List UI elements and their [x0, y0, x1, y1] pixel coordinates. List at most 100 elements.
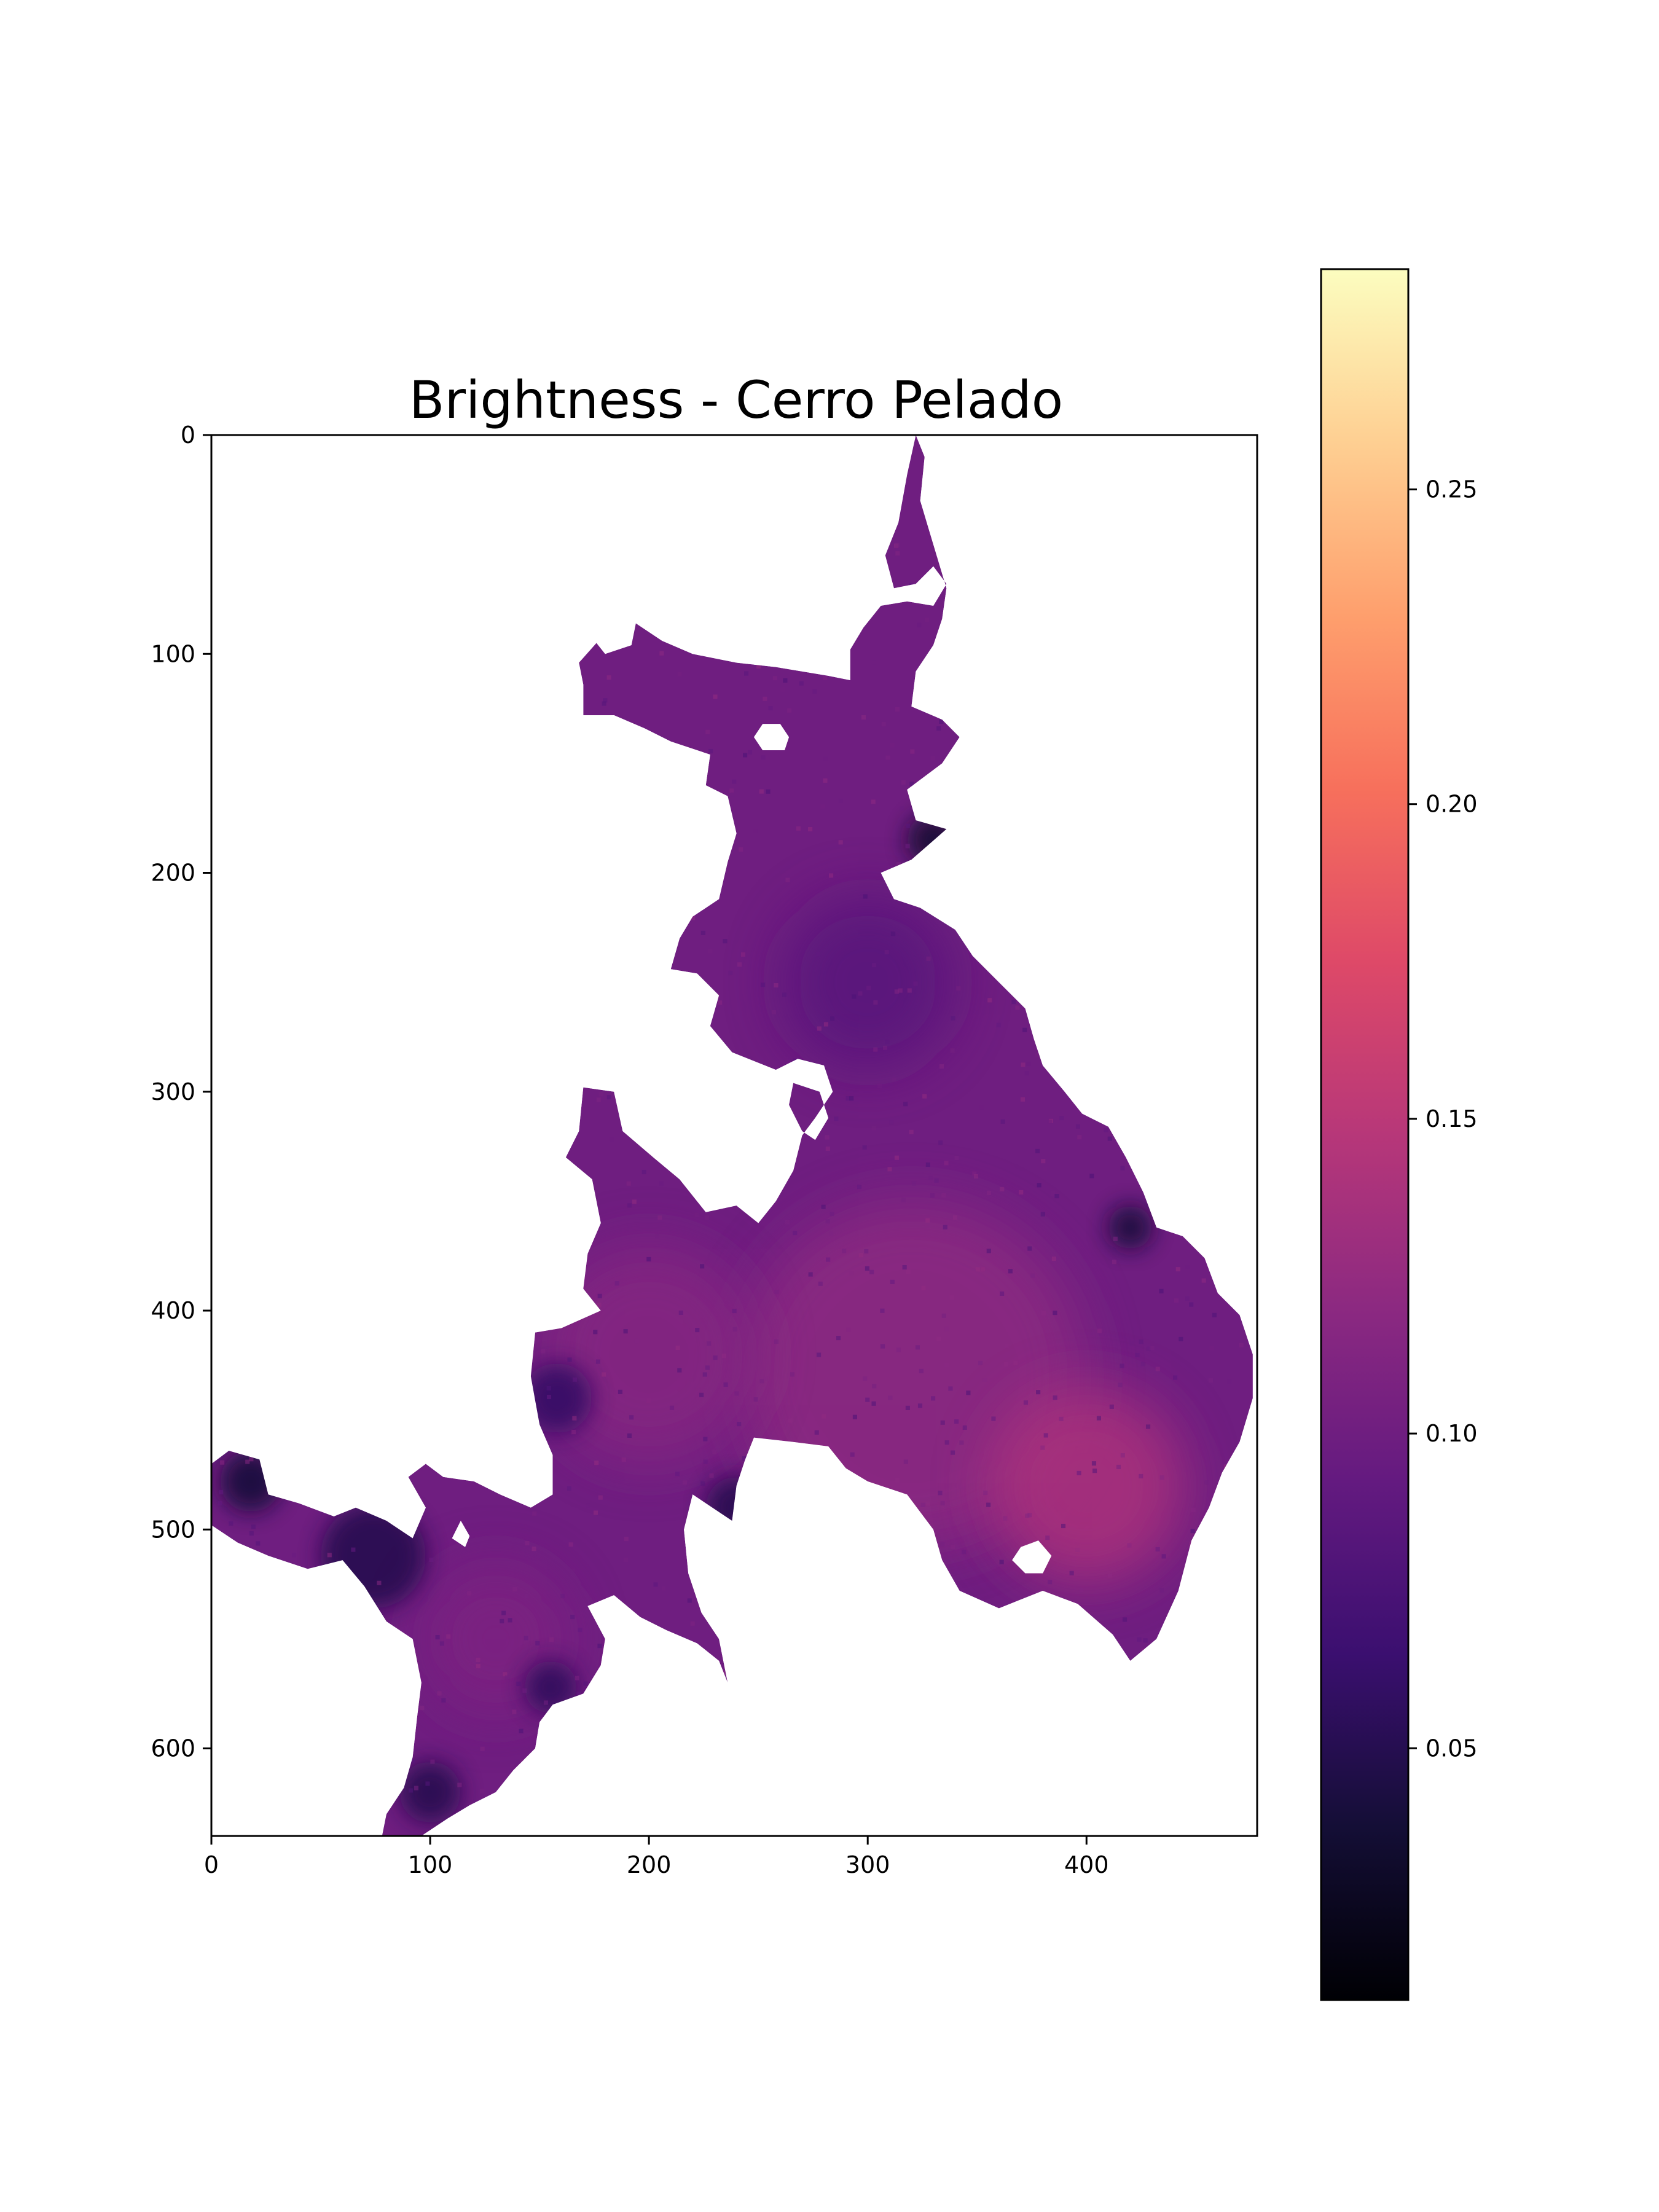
texture-pixel [659, 651, 664, 656]
texture-pixel [675, 1786, 680, 1790]
texture-pixel [1061, 1523, 1066, 1529]
texture-pixel [285, 1261, 290, 1266]
texture-pixel [848, 528, 853, 533]
texture-pixel [619, 797, 624, 802]
texture-pixel [930, 756, 935, 761]
texture-pixel [553, 626, 558, 631]
texture-pixel [873, 1572, 877, 1577]
texture-pixel [363, 745, 368, 750]
texture-pixel [936, 1336, 941, 1341]
texture-pixel [1051, 952, 1056, 957]
texture-pixel [1035, 1148, 1040, 1153]
texture-pixel [732, 1327, 737, 1332]
texture-pixel [477, 810, 482, 815]
texture-pixel [575, 1202, 579, 1207]
texture-pixel [1077, 1470, 1081, 1476]
texture-pixel [410, 1232, 415, 1237]
texture-pixel [284, 866, 290, 871]
texture-pixel [560, 1139, 565, 1144]
texture-pixel [1122, 875, 1127, 880]
texture-pixel [516, 1681, 521, 1686]
texture-pixel [1139, 1339, 1143, 1344]
texture-pixel [643, 1682, 648, 1687]
texture-pixel [1141, 1648, 1146, 1653]
texture-pixel [261, 1197, 266, 1202]
texture-pixel [351, 943, 356, 947]
texture-pixel [1175, 1267, 1180, 1272]
texture-pixel [872, 963, 877, 968]
texture-pixel [1201, 924, 1206, 929]
texture-pixel [943, 1623, 947, 1628]
texture-pixel [1239, 1343, 1244, 1347]
texture-pixel [1096, 753, 1101, 758]
texture-pixel [338, 1757, 343, 1762]
texture-pixel [570, 1568, 575, 1573]
texture-pixel [284, 626, 289, 630]
texture-pixel [471, 1191, 476, 1196]
texture-pixel [925, 1162, 930, 1167]
texture-pixel [629, 1755, 633, 1760]
texture-pixel [970, 554, 975, 559]
texture-pixel [863, 894, 868, 899]
texture-pixel [858, 1253, 863, 1258]
texture-pixel [940, 1542, 945, 1547]
texture-pixel [983, 1490, 988, 1496]
texture-pixel [487, 1284, 492, 1288]
texture-pixel [1021, 458, 1026, 463]
texture-pixel [877, 1083, 882, 1088]
texture-pixel [405, 647, 410, 652]
texture-pixel [465, 1070, 471, 1075]
texture-pixel [323, 913, 328, 918]
texture-pixel [290, 1013, 295, 1018]
texture-pixel [1170, 1784, 1175, 1789]
texture-pixel [649, 1663, 654, 1668]
texture-pixel [353, 1789, 358, 1794]
texture-pixel [646, 1680, 651, 1685]
texture-pixel [447, 1046, 452, 1051]
texture-pixel [1145, 1696, 1150, 1701]
texture-pixel [1120, 548, 1125, 553]
texture-pixel [575, 1676, 579, 1681]
texture-pixel [1207, 924, 1212, 929]
texture-pixel [1204, 949, 1209, 954]
texture-pixel [1028, 850, 1033, 855]
texture-pixel [229, 1521, 233, 1526]
texture-pixel [1089, 1174, 1094, 1179]
texture-pixel [1199, 485, 1204, 490]
texture-pixel [1016, 829, 1021, 834]
texture-pixel [1199, 626, 1204, 630]
texture-pixel [541, 755, 546, 759]
texture-pixel [1094, 775, 1099, 780]
texture-pixel [324, 498, 329, 503]
texture-pixel [1067, 837, 1072, 842]
texture-pixel [596, 1097, 601, 1102]
texture-pixel [1150, 735, 1155, 740]
texture-pixel [1226, 1779, 1231, 1784]
texture-pixel [476, 1445, 480, 1449]
texture-pixel [392, 1371, 397, 1376]
texture-pixel [437, 1691, 442, 1696]
texture-pixel [863, 1376, 868, 1381]
texture-pixel [1122, 1617, 1128, 1622]
texture-pixel [837, 1663, 842, 1668]
texture-pixel [940, 677, 945, 682]
texture-pixel [1142, 769, 1147, 774]
texture-pixel [818, 1642, 823, 1647]
texture-pixel [978, 437, 982, 442]
texture-pixel [830, 1211, 834, 1217]
texture-pixel [1053, 1395, 1057, 1400]
texture-pixel [649, 1151, 654, 1156]
texture-pixel [823, 778, 828, 783]
texture-pixel [498, 589, 503, 594]
texture-pixel [356, 1595, 361, 1600]
texture-pixel [219, 1490, 224, 1495]
texture-pixel [905, 1405, 910, 1410]
texture-pixel [940, 1583, 945, 1588]
texture-pixel [1069, 933, 1074, 938]
texture-pixel [799, 681, 804, 686]
texture-pixel [944, 1327, 949, 1332]
texture-pixel [1204, 520, 1209, 525]
texture-pixel [358, 1317, 363, 1322]
texture-pixel [573, 1043, 578, 1048]
texture-pixel [983, 829, 988, 834]
